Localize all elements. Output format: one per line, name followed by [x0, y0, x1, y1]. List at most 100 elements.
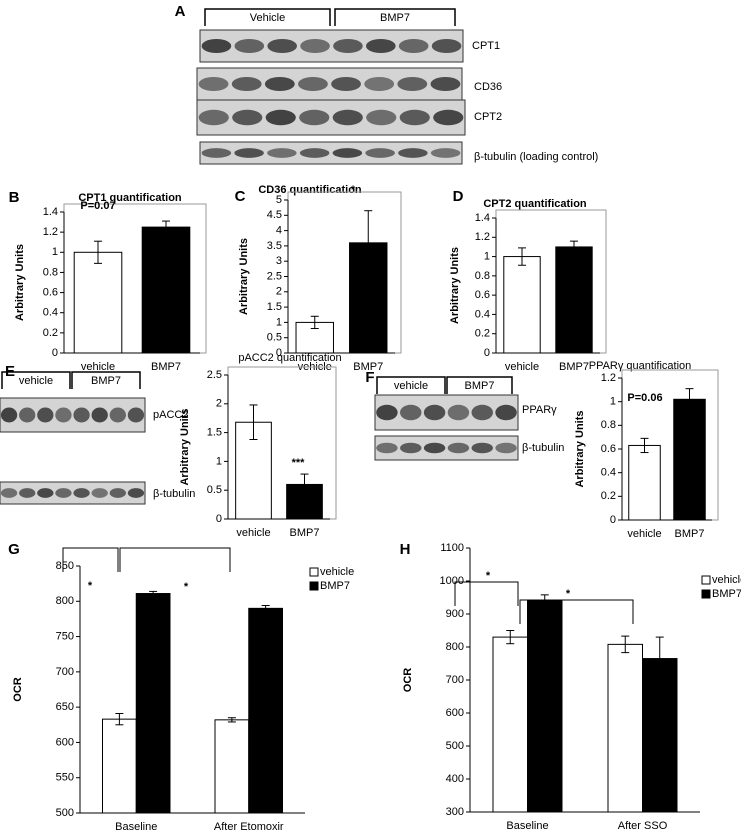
blot-band — [19, 488, 36, 498]
blot-label: PPARγ — [522, 404, 557, 416]
y-tick-label: 0.2 — [475, 328, 490, 340]
y-axis-label: OCR — [12, 677, 24, 702]
y-tick-label: 0.8 — [43, 266, 58, 278]
bar — [607, 643, 643, 813]
blot — [374, 435, 519, 461]
y-axis-label: Arbitrary Units — [179, 408, 191, 485]
blot-band — [400, 442, 422, 454]
blot-label: β-tubulin — [522, 442, 564, 454]
y-tick-label: 0.6 — [475, 289, 490, 301]
blot-band — [109, 407, 126, 423]
blot-band — [0, 488, 18, 498]
y-tick-label: 300 — [446, 806, 464, 818]
legend-swatch — [309, 567, 319, 577]
blot-band — [201, 148, 232, 158]
legend-label: BMP7 — [320, 580, 350, 592]
bar — [555, 246, 593, 354]
bar — [248, 607, 283, 814]
legend-label: vehicle — [712, 574, 741, 586]
blot-band — [73, 488, 90, 498]
y-tick-label: 600 — [56, 736, 74, 748]
y-tick-label: 800 — [56, 595, 74, 607]
group-label: BMP7 — [465, 380, 495, 392]
blot-band — [127, 407, 145, 423]
blot-band — [399, 109, 430, 126]
blot-band — [398, 148, 428, 158]
bar — [214, 719, 250, 814]
legend-swatch — [309, 581, 319, 591]
y-tick-label: 550 — [56, 772, 74, 784]
y-tick-label: 0 — [216, 513, 222, 525]
blot-band — [91, 488, 108, 498]
group-bracket — [334, 8, 456, 26]
x-tick-label: vehicle — [627, 528, 661, 540]
group-label: Vehicle — [250, 12, 285, 24]
blot-band — [471, 404, 493, 421]
annotation: * — [566, 588, 571, 600]
blot-band — [267, 148, 297, 158]
panel-letter: G — [8, 541, 20, 558]
y-tick-label: 800 — [446, 641, 464, 653]
y-tick-label: 1.2 — [475, 231, 490, 243]
y-axis-label: Arbitrary Units — [449, 247, 461, 324]
blot-band — [397, 76, 428, 92]
blot-band — [234, 38, 265, 54]
blot-label: CD36 — [474, 81, 502, 93]
blot-band — [430, 76, 461, 92]
y-tick-label: 1 — [52, 246, 58, 258]
y-tick-label: 2 — [216, 398, 222, 410]
y-tick-label: 4 — [276, 225, 282, 237]
chart-title: CD36 quantification — [258, 184, 362, 196]
blot-band — [430, 148, 461, 158]
blot-label: CPT2 — [474, 111, 502, 123]
annotation: P=0.07 — [80, 200, 115, 212]
blot-band — [398, 38, 429, 54]
y-tick-label: 1.5 — [207, 427, 222, 439]
panel-letter: C — [235, 188, 246, 205]
blot-band — [332, 148, 363, 158]
group-label: BMP7 — [380, 12, 410, 24]
x-tick-label: Baseline — [506, 820, 548, 832]
y-axis-label: OCR — [402, 668, 414, 693]
y-tick-label: 0 — [610, 514, 616, 526]
y-tick-label: 500 — [446, 740, 464, 752]
chart-title: CPT1 quantification — [78, 192, 182, 204]
y-tick-label: 0.5 — [267, 332, 282, 344]
blot-band — [127, 488, 145, 498]
y-tick-label: 0.6 — [601, 443, 616, 455]
annotation: *** — [292, 457, 306, 469]
legend-label: vehicle — [320, 566, 354, 578]
y-tick-label: 1.5 — [267, 301, 282, 313]
blot-band — [400, 404, 422, 421]
x-tick-label: BMP7 — [559, 361, 589, 373]
y-tick-label: 1 — [610, 396, 616, 408]
legend-swatch — [701, 589, 711, 599]
y-tick-label: 0.4 — [475, 308, 490, 320]
blot-band — [366, 109, 397, 126]
blot — [374, 394, 519, 431]
group-label: vehicle — [19, 375, 53, 387]
blot-band — [73, 407, 90, 423]
y-tick-label: 0.2 — [601, 490, 616, 502]
y-tick-label: 0 — [276, 347, 282, 359]
y-tick-label: 2 — [276, 286, 282, 298]
y-axis-label: Arbitrary Units — [238, 238, 250, 315]
blot — [0, 481, 146, 505]
blot-band — [447, 404, 470, 421]
blot-label: CPT1 — [472, 40, 500, 52]
y-tick-label: 1 — [484, 250, 490, 262]
y-tick-label: 700 — [56, 666, 74, 678]
blot-band — [332, 109, 363, 126]
y-tick-label: 850 — [56, 560, 74, 572]
annotation: * — [184, 581, 189, 593]
y-tick-label: 1.2 — [43, 226, 58, 238]
significance-bracket — [519, 599, 634, 624]
y-tick-label: 3.5 — [267, 240, 282, 252]
y-tick-label: 0 — [52, 347, 58, 359]
chart-title: pACC2 quantification — [238, 352, 341, 364]
blot-label: pACC2 — [153, 409, 188, 421]
blot-band — [423, 442, 446, 454]
blot-band — [265, 109, 296, 126]
bar — [628, 444, 661, 521]
